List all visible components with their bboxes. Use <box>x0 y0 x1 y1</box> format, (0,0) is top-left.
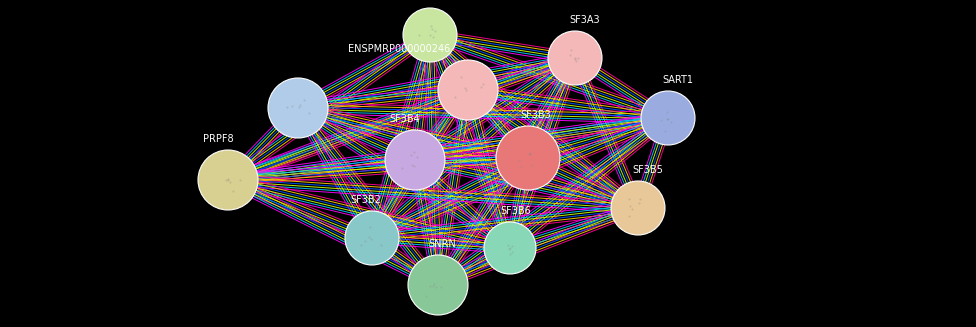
Text: SF3A3: SF3A3 <box>570 15 600 25</box>
Circle shape <box>548 31 602 85</box>
Text: PRPF8: PRPF8 <box>203 134 233 144</box>
Circle shape <box>408 255 468 315</box>
Circle shape <box>611 181 665 235</box>
Text: SF3B3: SF3B3 <box>520 110 551 120</box>
Circle shape <box>403 8 457 62</box>
Text: SART1: SART1 <box>663 75 694 85</box>
Text: SF3B2: SF3B2 <box>350 195 382 205</box>
Text: SF3B6: SF3B6 <box>501 206 531 216</box>
Text: SF3B5: SF3B5 <box>632 165 664 175</box>
Circle shape <box>484 222 536 274</box>
Text: SF3B4: SF3B4 <box>389 114 421 124</box>
Circle shape <box>385 130 445 190</box>
Circle shape <box>496 126 560 190</box>
Circle shape <box>438 60 498 120</box>
Text: ENSPMRP000000246: ENSPMRP000000246 <box>347 44 450 54</box>
Text: SNRN: SNRN <box>428 239 456 249</box>
Circle shape <box>641 91 695 145</box>
Circle shape <box>345 211 399 265</box>
Circle shape <box>268 78 328 138</box>
Circle shape <box>198 150 258 210</box>
